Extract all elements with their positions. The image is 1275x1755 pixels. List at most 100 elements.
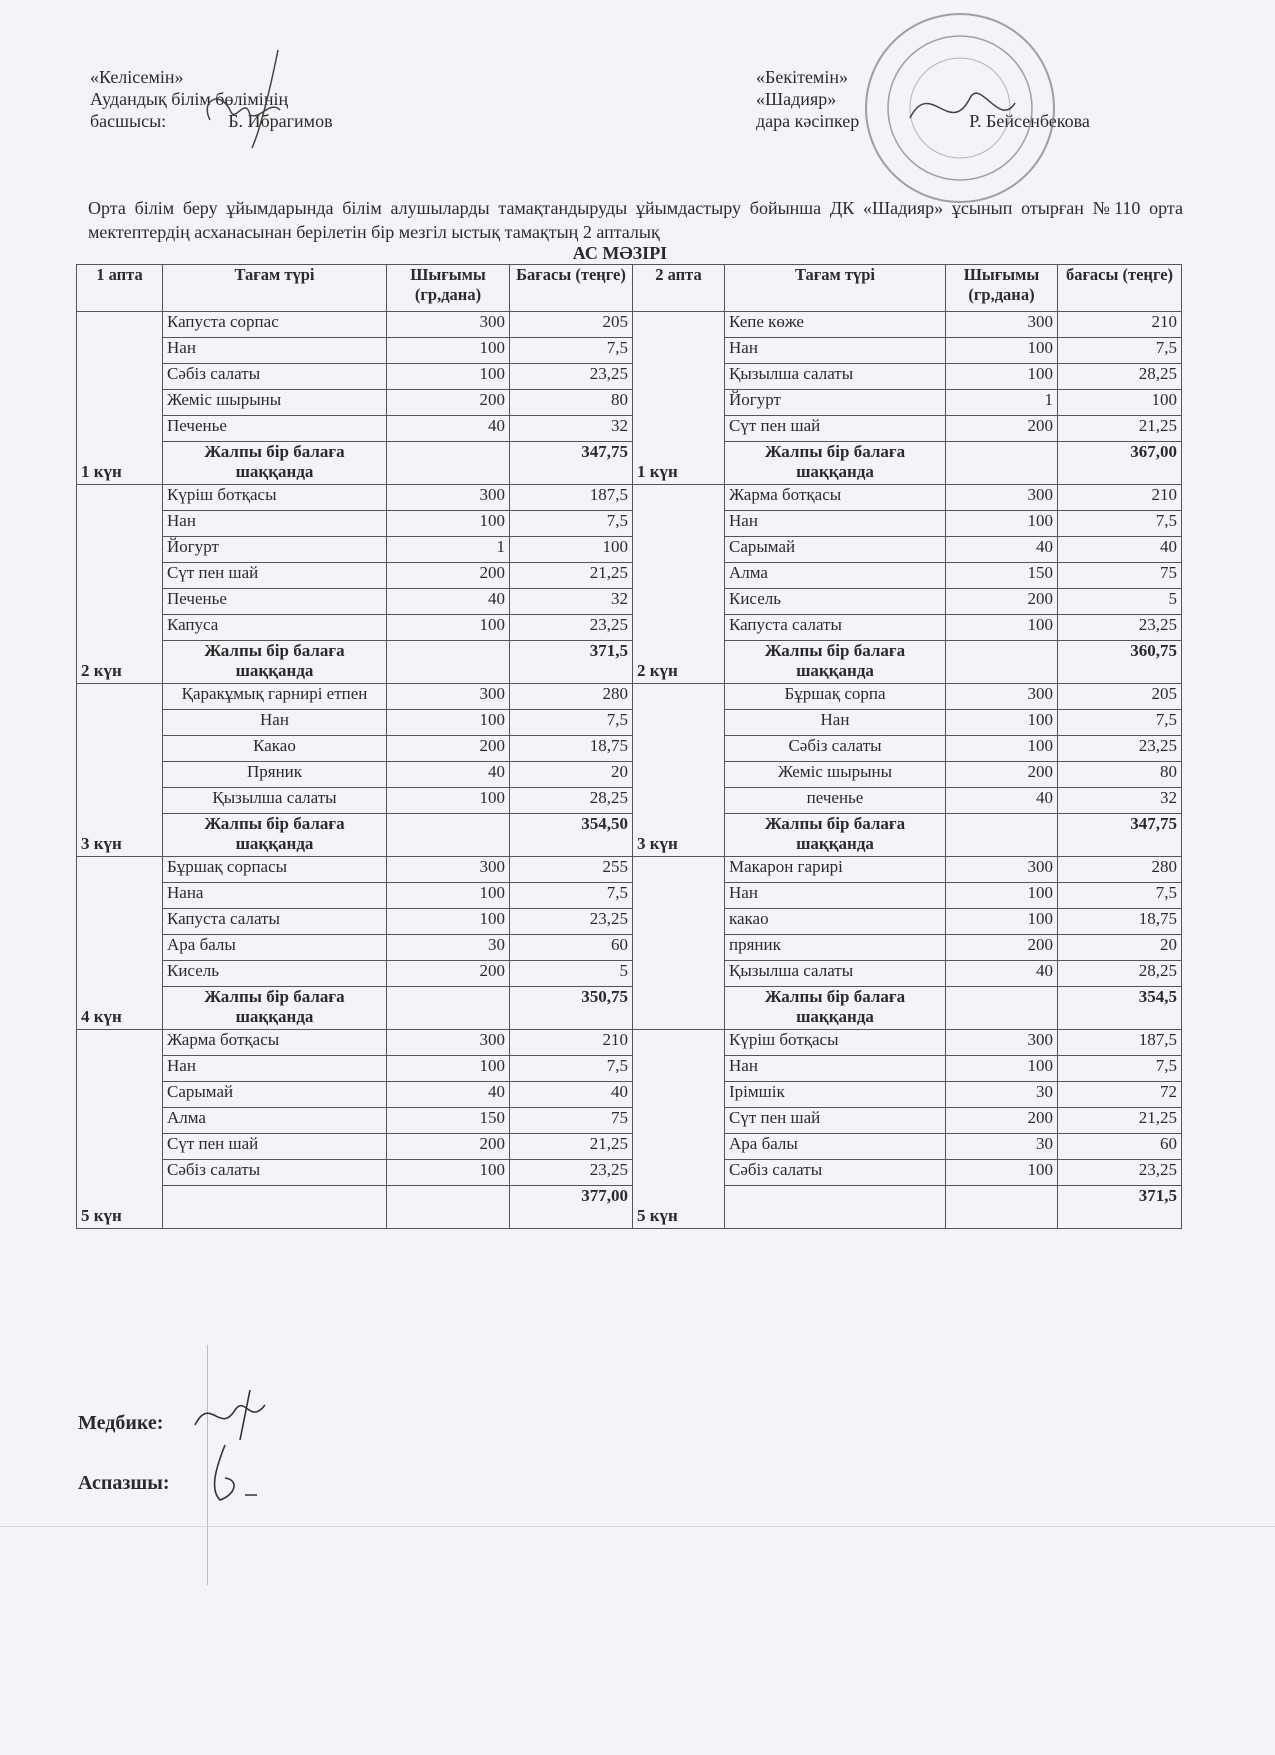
total-label: Жалпы бір балаға шаққанда — [724, 441, 946, 485]
dish-yield: 300 — [386, 683, 510, 710]
table-row: Сүт пен шай 200 21,25 Алма 150 75 — [77, 562, 1182, 589]
dish-name: Сәбіз салаты — [724, 1159, 946, 1186]
dish-yield: 100 — [386, 1159, 510, 1186]
head-label: басшысы: — [90, 111, 167, 131]
header-price: Бағасы (теңге) — [509, 264, 633, 312]
total-value: 354,50 — [509, 813, 633, 857]
total-row: Жалпы бір балаға шаққанда 350,75 Жалпы бір… — [77, 986, 1182, 1030]
dish-price: 100 — [509, 536, 633, 563]
dish-yield: 200 — [386, 960, 510, 987]
total-label: Жалпы бір балаға шаққанда — [162, 986, 387, 1030]
dish-yield: 40 — [386, 415, 510, 442]
approval-right: «Бекітемін» «Шадияр» дара кәсіпкер Р. Бей… — [756, 66, 1090, 132]
dish-price: 7,5 — [1057, 337, 1182, 364]
dish-yield: 40 — [945, 536, 1058, 563]
total-value: 347,75 — [509, 441, 633, 485]
total-empty — [386, 1185, 510, 1229]
company-label: «Шадияр» — [756, 89, 837, 109]
nurse-signature — [194, 1389, 266, 1441]
table-row: Ара балы 30 60 пряник 200 20 — [77, 934, 1182, 961]
table-row: Капуса 100 23,25 Капуста салаты 100 23,25 — [77, 614, 1182, 641]
intro-paragraph: Орта білім беру ұйымдарында білім алушыл… — [88, 198, 1183, 242]
dish-price: 40 — [509, 1081, 633, 1108]
dish-name: Бұршақ сорпа — [724, 683, 946, 710]
day-label: 4 күн — [76, 856, 163, 1030]
total-label — [724, 1185, 946, 1229]
scan-line — [207, 1345, 208, 1585]
dish-price: 7,5 — [1057, 1055, 1182, 1082]
total-empty — [945, 640, 1058, 684]
dish-yield: 30 — [386, 934, 510, 961]
dish-price: 21,25 — [509, 1133, 633, 1160]
day-label: 3 күн — [632, 683, 725, 857]
day-label: 1 күн — [632, 311, 725, 485]
dish-price: 23,25 — [1057, 1159, 1182, 1186]
dish-price: 28,25 — [509, 787, 633, 814]
dish-price: 7,5 — [1057, 709, 1182, 736]
dish-name: Нан — [162, 510, 387, 537]
dish-name: Нан — [162, 337, 387, 364]
total-label: Жалпы бір балаға шаққанда — [162, 640, 387, 684]
dish-yield: 150 — [945, 562, 1058, 589]
table-row: Алма 150 75 Сүт пен шай 200 21,25 — [77, 1107, 1182, 1134]
approved-label: «Бекітемін» — [756, 67, 848, 87]
dish-name: Какао — [162, 735, 387, 762]
dish-price: 32 — [509, 588, 633, 615]
dish-price: 7,5 — [509, 337, 633, 364]
table-row: Нан 100 7,5 Нан 100 7,5 — [77, 709, 1182, 736]
dish-yield: 100 — [386, 908, 510, 935]
dish-price: 20 — [509, 761, 633, 788]
total-value: 354,5 — [1057, 986, 1182, 1030]
dish-yield: 200 — [386, 562, 510, 589]
dish-yield: 100 — [945, 908, 1058, 935]
dish-yield: 100 — [945, 614, 1058, 641]
dish-name: Макарон гарирі — [724, 856, 946, 883]
table-row: Сүт пен шай 200 21,25 Ара балы 30 60 — [77, 1133, 1182, 1160]
dish-yield: 300 — [945, 856, 1058, 883]
day-label: 3 күн — [76, 683, 163, 857]
table-row: Нан 100 7,5 Нан 100 7,5 — [77, 1055, 1182, 1082]
dish-name: Жарма ботқасы — [724, 484, 946, 511]
dish-price: 280 — [509, 683, 633, 710]
table-header-row: 1 апта Тағам түрі Шығымы (гр,дана) Бағас… — [76, 264, 1182, 312]
dish-price: 21,25 — [1057, 1107, 1182, 1134]
dish-name: Сүт пен шай — [724, 415, 946, 442]
total-label: Жалпы бір балаға шаққанда — [724, 813, 946, 857]
dish-name: Ара балы — [724, 1133, 946, 1160]
owner-name: Р. Бейсенбекова — [969, 111, 1090, 131]
dish-price: 28,25 — [1057, 960, 1182, 987]
dish-yield: 100 — [945, 735, 1058, 762]
table-row: Нан 100 7,5 Нан 100 7,5 — [77, 510, 1182, 537]
total-row: 377,00 371,5 — [77, 1185, 1182, 1229]
header-dish: Тағам түрі — [162, 264, 387, 312]
dish-name: Нан — [724, 882, 946, 909]
dish-price: 7,5 — [509, 1055, 633, 1082]
dish-yield: 100 — [386, 1055, 510, 1082]
dish-yield: 100 — [386, 510, 510, 537]
dish-price: 80 — [509, 389, 633, 416]
dish-price: 205 — [509, 311, 633, 338]
dish-yield: 300 — [945, 683, 1058, 710]
dish-name: Жеміс шырыны — [724, 761, 946, 788]
dish-name: пряник — [724, 934, 946, 961]
dish-name: Нан — [162, 1055, 387, 1082]
total-value: 371,5 — [509, 640, 633, 684]
dish-yield: 150 — [386, 1107, 510, 1134]
dish-price: 21,25 — [1057, 415, 1182, 442]
nurse-label: Медбике: — [78, 1412, 164, 1434]
dish-price: 40 — [1057, 536, 1182, 563]
dish-name: Алма — [724, 562, 946, 589]
dish-yield: 300 — [945, 1029, 1058, 1056]
dish-yield: 200 — [386, 389, 510, 416]
total-empty — [386, 986, 510, 1030]
table-row: Кисель 200 5 Қызылша салаты 40 28,25 — [77, 960, 1182, 987]
dish-name: Капуста салаты — [724, 614, 946, 641]
header-yield: Шығымы (гр,дана) — [386, 264, 510, 312]
dish-price: 75 — [509, 1107, 633, 1134]
dish-yield: 300 — [386, 484, 510, 511]
dish-price: 72 — [1057, 1081, 1182, 1108]
dish-yield: 100 — [386, 363, 510, 390]
dish-price: 187,5 — [509, 484, 633, 511]
dish-name: Қаракұмық гарнирі етпен — [162, 683, 387, 710]
dish-name: Капуса — [162, 614, 387, 641]
